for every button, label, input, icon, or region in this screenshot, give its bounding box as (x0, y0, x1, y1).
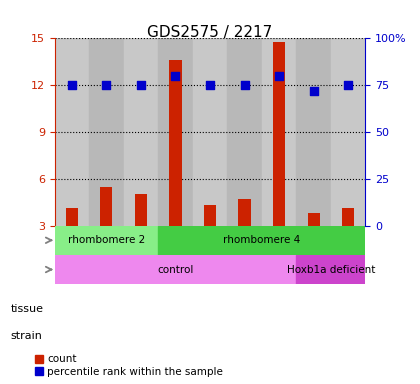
Point (103, 82, 110, 88)
Bar (204, 205, 216, 226)
Bar (273, 41, 285, 226)
Bar (55, 38, 89, 226)
Text: rhombomere 2: rhombomere 2 (68, 235, 145, 245)
Bar (297, 38, 331, 226)
Text: tissue: tissue (10, 304, 44, 314)
Point (241, 82, 248, 88)
Bar (342, 209, 354, 226)
Bar (262, 38, 297, 226)
Text: GDS2575 / 2217: GDS2575 / 2217 (147, 25, 273, 40)
Point (138, 82, 144, 88)
Bar (239, 199, 251, 226)
Bar (307, 213, 320, 226)
Bar (193, 38, 227, 226)
Bar (123, 38, 158, 226)
Point (172, 73, 179, 79)
Text: Hoxb1a deficient: Hoxb1a deficient (287, 265, 375, 275)
Point (207, 82, 213, 88)
Text: rhombomere 4: rhombomere 4 (223, 235, 300, 245)
Bar (169, 60, 181, 226)
Bar (331, 38, 365, 226)
Point (310, 88, 317, 94)
Bar (100, 187, 113, 226)
Bar (158, 226, 365, 255)
Bar (89, 38, 123, 226)
Text: strain: strain (10, 331, 42, 341)
Bar (66, 209, 78, 226)
Bar (158, 38, 193, 226)
Text: control: control (157, 265, 194, 275)
Point (345, 82, 352, 88)
Bar (135, 194, 147, 226)
Legend: count, percentile rank within the sample: count, percentile rank within the sample (34, 354, 223, 377)
Bar (55, 226, 158, 255)
Bar (55, 255, 297, 284)
Bar (227, 38, 262, 226)
Bar (297, 255, 365, 284)
Point (276, 73, 282, 79)
Point (68, 82, 75, 88)
